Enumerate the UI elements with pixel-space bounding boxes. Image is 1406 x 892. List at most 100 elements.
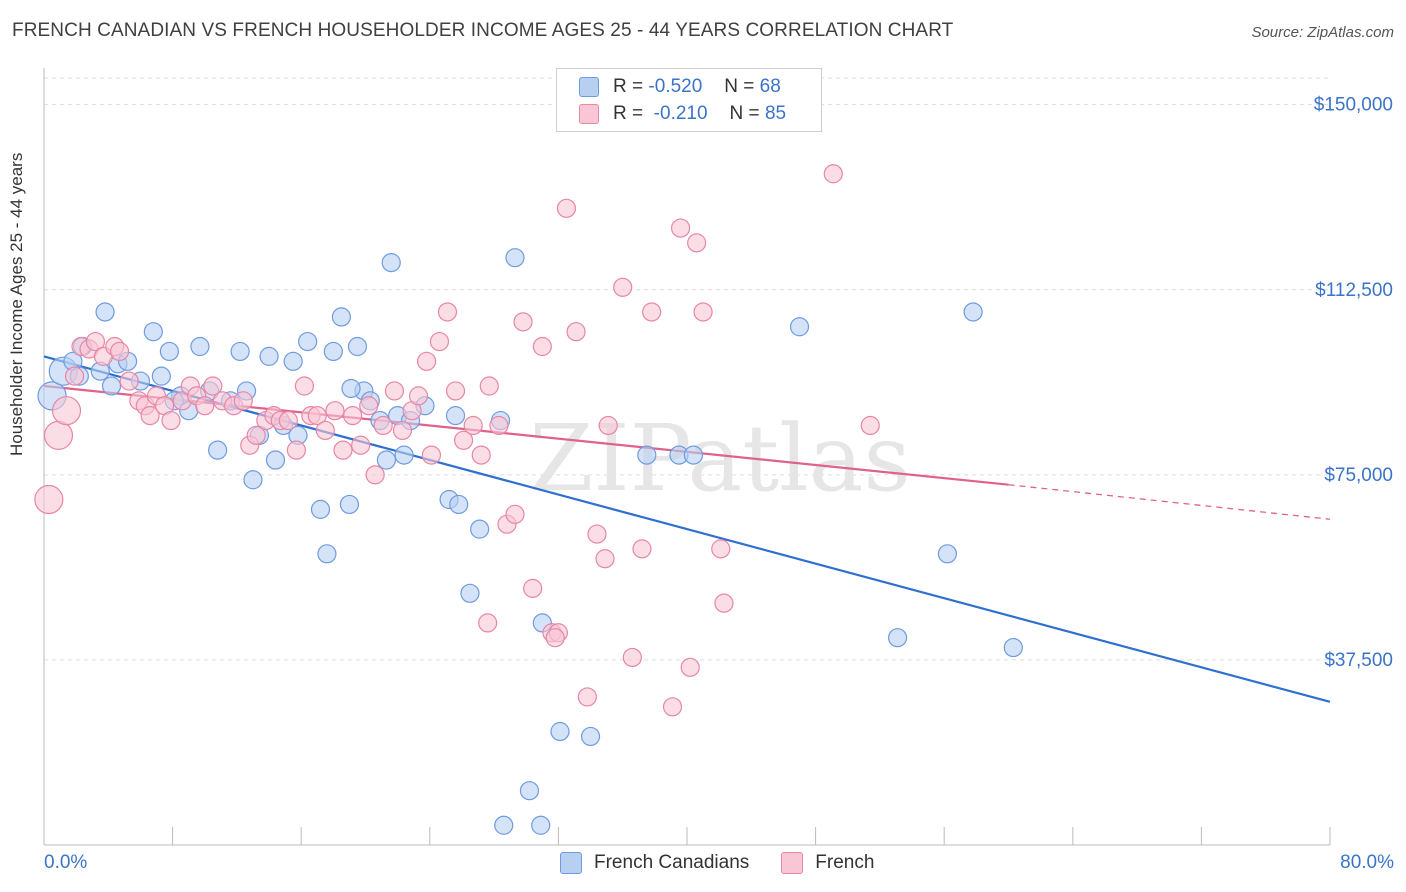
point-1-3 (64, 366, 85, 386)
point-1-79 (711, 539, 731, 559)
watermark: ZIPatlas (529, 405, 910, 512)
data-points (34, 164, 1023, 835)
point-0-20 (230, 341, 250, 362)
point-0-25 (265, 450, 286, 470)
point-1-35 (315, 420, 335, 441)
point-1-51 (445, 381, 466, 401)
point-0-29 (298, 331, 318, 352)
point-1-24 (233, 391, 253, 411)
legend-row-french-canadians: R = -0.520 N = 68 (579, 75, 781, 99)
point-0-57 (637, 445, 657, 465)
point-1-66 (577, 687, 597, 707)
point-1-68 (595, 549, 615, 569)
point-1-44 (392, 420, 413, 441)
y-tick-label-1: $75,000 (1324, 465, 1393, 486)
point-1-60 (523, 578, 543, 598)
point-1-69 (598, 415, 618, 436)
point-0-13 (159, 341, 179, 362)
point-1-21 (203, 376, 223, 396)
point-0-34 (339, 494, 360, 515)
point-0-65 (519, 781, 540, 801)
point-1-46 (408, 386, 429, 406)
point-0-62 (937, 544, 958, 564)
point-1-41 (365, 465, 385, 485)
point-0-52 (505, 248, 525, 268)
point-1-52 (453, 430, 474, 450)
point-1-56 (489, 415, 509, 436)
legend-swatch-blue (579, 77, 599, 97)
stats-legend: R = -0.520 N = 68 R = -0.210 N = 85 (556, 68, 822, 132)
point-1-40 (359, 396, 379, 416)
axes (43, 68, 1331, 846)
point-1-49 (429, 331, 450, 352)
point-1-16 (161, 410, 181, 431)
y-tick-label-3: $150,000 (1314, 95, 1393, 116)
point-1-9 (109, 341, 130, 362)
point-1-84 (478, 613, 498, 633)
point-0-35 (347, 336, 368, 357)
point-0-64 (1003, 637, 1023, 658)
series-legend: French Canadians French (560, 852, 906, 874)
legend-r-value: -0.210 (653, 103, 708, 124)
legend-item-french: French (781, 852, 874, 874)
point-0-22 (243, 470, 263, 490)
point-0-32 (323, 341, 343, 362)
point-1-77 (687, 233, 707, 253)
point-1-70 (613, 277, 633, 297)
legend-label: French (815, 852, 875, 873)
legend-n-label: N = (724, 76, 755, 97)
point-1-2 (51, 396, 82, 426)
legend-swatch-pink (781, 852, 804, 874)
point-1-6 (85, 331, 106, 352)
point-0-67 (341, 378, 361, 399)
trend-extension-1 (1008, 484, 1331, 520)
point-0-18 (208, 440, 228, 460)
point-1-26 (246, 425, 266, 445)
point-1-42 (373, 415, 393, 436)
point-0-53 (531, 815, 551, 835)
chart-title: FRENCH CANADIAN VS FRENCH HOUSEHOLDER IN… (12, 20, 954, 41)
point-1-76 (680, 657, 700, 677)
point-1-81 (823, 164, 843, 184)
point-1-38 (343, 406, 363, 426)
point-1-55 (479, 376, 499, 396)
legend-item-french-canadians: French Canadians (560, 852, 749, 874)
point-1-73 (642, 302, 662, 322)
point-1-64 (556, 198, 577, 218)
x-min-label: 0.0% (44, 852, 88, 873)
y-tick-label-0: $37,500 (1324, 650, 1393, 671)
point-1-47 (416, 351, 437, 371)
legend-swatch-pink (579, 104, 599, 124)
source-label: Source: ZipAtlas.com (1251, 24, 1394, 41)
point-1-13 (140, 406, 160, 426)
point-1-67 (587, 524, 607, 544)
point-1-20 (195, 396, 215, 416)
point-1-78 (693, 302, 713, 322)
legend-n-value: 85 (764, 103, 787, 124)
legend-r-label: R = (613, 76, 644, 97)
y-axis-label: Householder Income Ages 25 - 44 years (7, 152, 26, 456)
grid-lines (44, 77, 1330, 661)
point-1-80 (714, 593, 734, 613)
point-0-40 (381, 253, 401, 273)
point-1-10 (119, 371, 139, 391)
point-0-42 (394, 445, 414, 465)
point-0-33 (331, 307, 351, 327)
point-0-39 (376, 450, 396, 470)
point-1-50 (437, 302, 458, 322)
point-1-75 (670, 218, 691, 238)
point-0-49 (470, 519, 490, 539)
point-0-63 (963, 302, 983, 322)
point-0-47 (449, 494, 469, 515)
point-0-12 (151, 366, 171, 386)
point-0-46 (445, 406, 466, 426)
trend-line-0 (43, 355, 1331, 703)
point-0-60 (789, 317, 810, 337)
point-1-0 (34, 484, 64, 515)
legend-r-value: -0.520 (648, 76, 703, 97)
point-1-71 (622, 647, 642, 668)
point-1-1 (43, 420, 74, 450)
legend-label: French Canadians (594, 852, 750, 873)
point-1-43 (384, 381, 405, 401)
point-1-59 (513, 312, 533, 332)
